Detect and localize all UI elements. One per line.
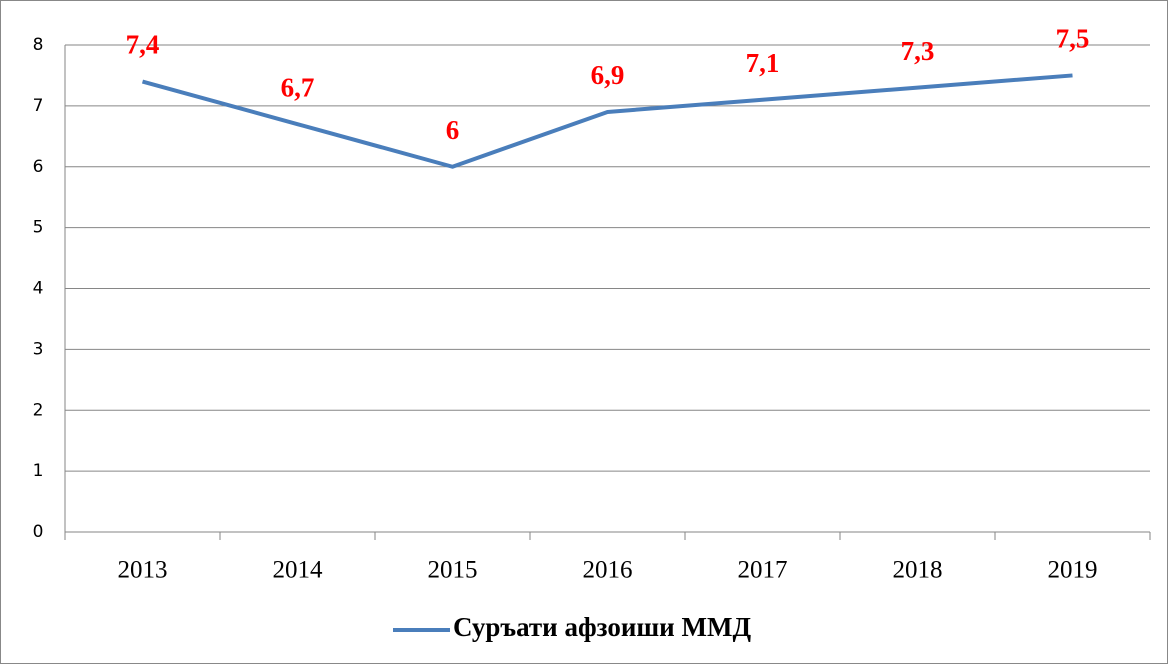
data-label: 7,1 <box>746 48 780 78</box>
data-label: 7,4 <box>126 30 160 60</box>
x-tick-label: 2019 <box>1048 557 1098 584</box>
y-tick-label: 3 <box>33 339 44 359</box>
y-tick-label: 4 <box>33 279 44 299</box>
x-tick-label: 2018 <box>893 557 943 584</box>
x-tick-label: 2015 <box>428 557 478 584</box>
y-tick-label: 8 <box>33 35 44 55</box>
legend-label: Суръати афзоиши ММД <box>453 612 751 642</box>
x-tick-label: 2017 <box>738 557 788 584</box>
data-line <box>141 73 1073 169</box>
x-tick-label: 2013 <box>118 557 168 584</box>
x-tick-label: 2016 <box>583 557 633 584</box>
data-label: 6,7 <box>281 72 315 102</box>
data-label: 6 <box>446 115 460 145</box>
y-tick-label: 5 <box>33 218 44 238</box>
y-tick-label: 7 <box>33 96 44 116</box>
x-tick-label: 2014 <box>273 557 324 584</box>
data-label: 7,5 <box>1056 24 1090 54</box>
data-label: 7,3 <box>901 36 935 66</box>
y-tick-label: 6 <box>33 157 44 177</box>
y-tick-label: 2 <box>33 400 44 420</box>
y-tick-label: 0 <box>33 522 44 542</box>
y-tick-label: 1 <box>33 461 44 481</box>
data-label: 6,9 <box>591 60 625 90</box>
